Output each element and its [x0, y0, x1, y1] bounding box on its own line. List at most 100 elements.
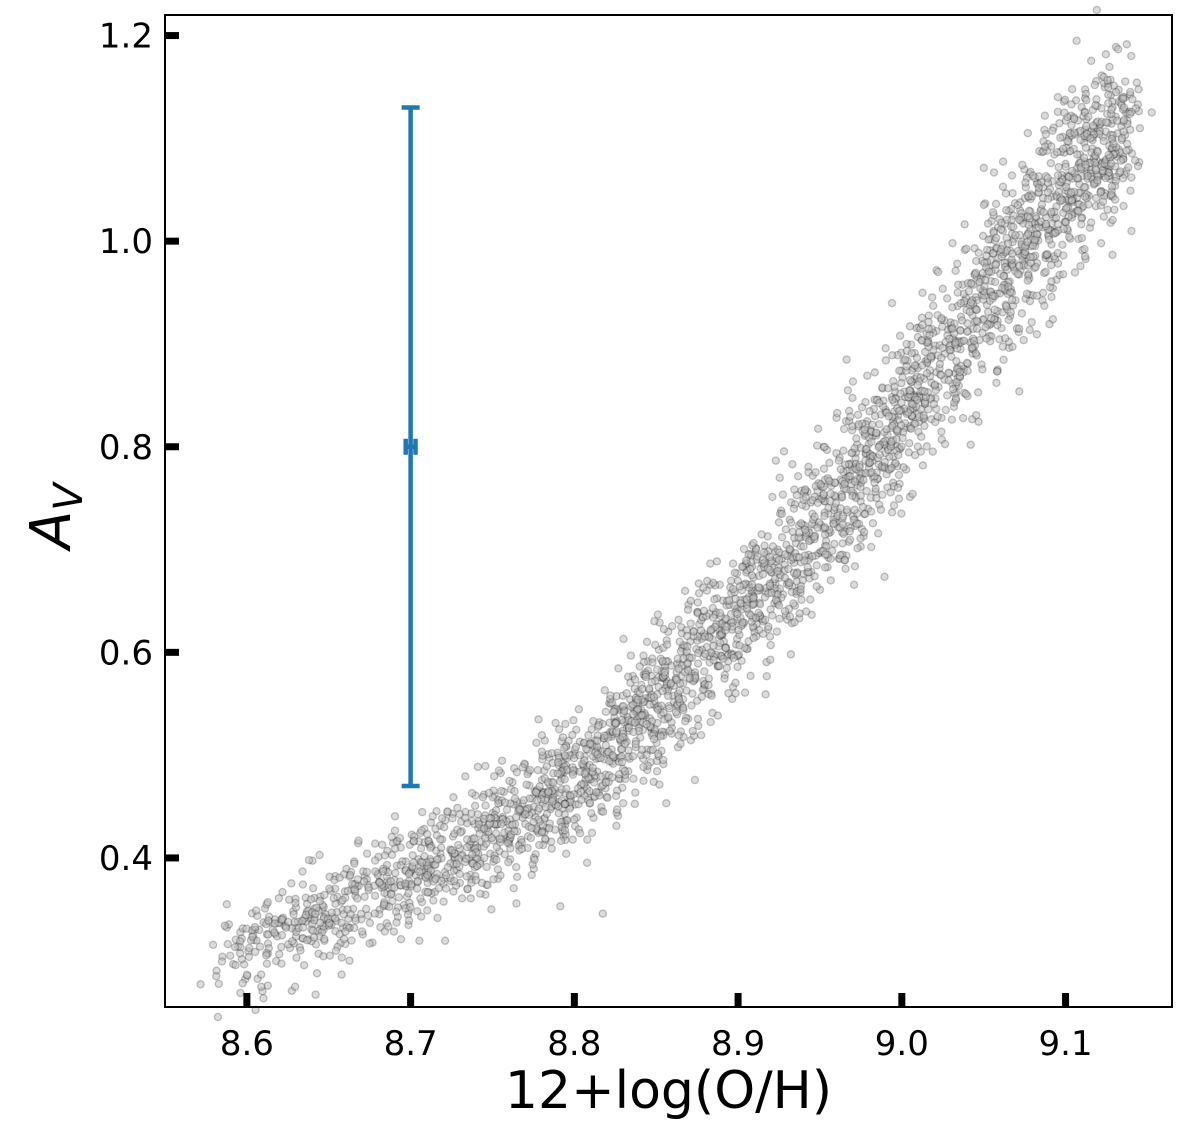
scatter-point [1011, 230, 1020, 240]
scatter-point [250, 947, 260, 957]
scatter-point [785, 612, 795, 621]
scatter-point [511, 812, 521, 822]
scatter-point [580, 756, 589, 765]
scatter-point [680, 717, 690, 726]
scatter-point [855, 462, 864, 472]
scatter-point [708, 613, 718, 622]
scatter-point [651, 640, 660, 650]
scatter-point [734, 626, 743, 635]
scatter-point [971, 349, 981, 358]
scatter-point [1098, 197, 1108, 206]
scatter-point [688, 726, 698, 736]
scatter-point [796, 585, 805, 594]
scatter-point [974, 248, 983, 258]
scatter-point [553, 758, 563, 767]
scatter-point [611, 791, 621, 801]
scatter-point [534, 840, 544, 850]
scatter-point [867, 468, 876, 477]
scatter-point [764, 622, 773, 631]
scatter-point [767, 588, 776, 598]
scatter-point [715, 608, 725, 618]
scatter-point [852, 434, 861, 443]
scatter-point [1013, 200, 1023, 210]
scatter-point [568, 770, 578, 779]
scatter-point [660, 668, 669, 677]
scatter-point [988, 208, 998, 217]
scatter-point [1008, 342, 1017, 352]
scatter-point [519, 795, 528, 805]
scatter-point [259, 993, 268, 1003]
scatter-point [708, 603, 718, 613]
scatter-point [863, 371, 872, 380]
scatter-point [1067, 196, 1077, 205]
scatter-point [472, 861, 482, 871]
scatter-point [1007, 295, 1017, 305]
scatter-point [337, 970, 346, 979]
scatter-point [601, 707, 611, 717]
scatter-point [948, 384, 958, 394]
scatter-point [951, 338, 960, 347]
scatter-point [504, 857, 513, 867]
scatter-point [917, 336, 927, 345]
scatter-point [707, 691, 716, 701]
scatter-point [728, 584, 738, 594]
scatter-point [708, 708, 717, 718]
scatter-point [801, 485, 810, 494]
scatter-point [973, 388, 983, 397]
scatter-point [978, 231, 988, 241]
scatter-point [432, 855, 442, 864]
scatter-point [854, 420, 863, 429]
scatter-point [306, 895, 316, 904]
scatter-point [820, 523, 830, 532]
scatter-point [409, 836, 419, 846]
scatter-point [1111, 87, 1121, 97]
y-tick-label: 0.6 [99, 633, 153, 673]
scatter-point [1080, 182, 1089, 192]
scatter-point [1025, 296, 1035, 306]
scatter-point [706, 559, 715, 568]
scatter-point [481, 761, 490, 771]
scatter-point [390, 811, 400, 821]
scatter-point [894, 494, 904, 504]
scatter-point [1073, 150, 1082, 159]
plot-frame [164, 14, 1173, 1008]
scatter-point [569, 753, 579, 763]
scatter-point [699, 583, 708, 592]
scatter-point [887, 508, 897, 517]
scatter-point [664, 713, 673, 722]
scatter-point [1040, 301, 1049, 311]
scatter-point [910, 450, 920, 460]
scatter-point [912, 395, 922, 405]
scatter-point [396, 860, 405, 870]
scatter-point [510, 827, 519, 836]
scatter-point [522, 780, 531, 789]
scatter-point [315, 850, 324, 860]
scatter-point [838, 520, 848, 529]
scatter-point [960, 220, 969, 229]
scatter-point [392, 918, 401, 927]
scatter-point [813, 523, 822, 532]
scatter-point [648, 658, 657, 667]
scatter-point [780, 550, 790, 559]
scatter-point [1047, 142, 1056, 151]
scatter-point [1027, 192, 1037, 201]
scatter-point [908, 400, 917, 409]
scatter-point [384, 922, 393, 931]
scatter-point [649, 692, 659, 702]
scatter-point [298, 923, 308, 932]
scatter-point [1147, 108, 1156, 117]
scatter-point [569, 815, 579, 824]
scatter-point [789, 599, 798, 608]
scatter-point [213, 1012, 223, 1022]
scatter-point [801, 492, 810, 502]
scatter-point [1023, 212, 1033, 221]
scatter-point [509, 884, 518, 893]
scatter-point [1040, 111, 1050, 120]
scatter-point [649, 734, 659, 744]
scatter-point [1041, 130, 1051, 139]
scatter-point [820, 530, 830, 539]
scatter-point [230, 942, 240, 952]
scatter-point [1082, 95, 1091, 105]
scatter-point [858, 502, 868, 512]
scatter-point [875, 450, 884, 459]
